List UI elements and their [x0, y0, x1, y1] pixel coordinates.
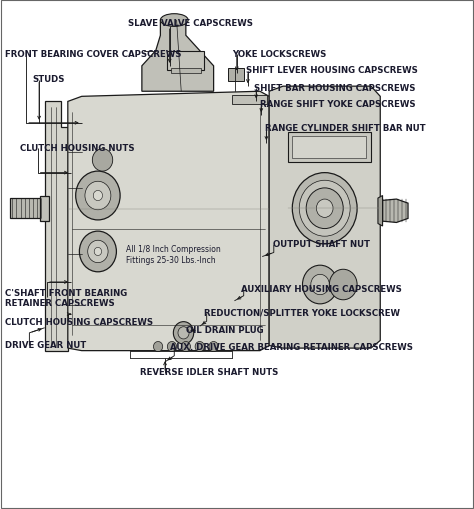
Circle shape [167, 342, 177, 352]
Circle shape [93, 191, 102, 201]
Text: CLUTCH HOUSING CAPSCREWS: CLUTCH HOUSING CAPSCREWS [5, 318, 154, 326]
Text: RANGE CYLINDER SHIFT BAR NUT: RANGE CYLINDER SHIFT BAR NUT [264, 124, 425, 133]
Polygon shape [68, 92, 269, 351]
Text: YOKE LOCKSCREWS: YOKE LOCKSCREWS [232, 49, 327, 59]
Text: OIL DRAIN PLUG: OIL DRAIN PLUG [186, 325, 264, 334]
Text: FRONT BEARING COVER CAPSCREWS: FRONT BEARING COVER CAPSCREWS [5, 49, 182, 59]
Polygon shape [142, 21, 214, 92]
Circle shape [178, 327, 189, 340]
Text: SHIFT BAR HOUSING CAPSCREWS: SHIFT BAR HOUSING CAPSCREWS [255, 83, 416, 93]
Circle shape [311, 275, 329, 295]
Bar [167, 51, 204, 71]
Circle shape [292, 173, 357, 244]
Polygon shape [378, 196, 383, 227]
Text: RANGE SHIFT YOKE CAPSCREWS: RANGE SHIFT YOKE CAPSCREWS [260, 100, 416, 109]
Bar [232, 96, 267, 105]
Circle shape [173, 322, 194, 345]
Text: SHIFT LEVER HOUSING CAPSCREWS: SHIFT LEVER HOUSING CAPSCREWS [246, 66, 418, 75]
Circle shape [92, 150, 113, 172]
Text: C'SHAFT FRONT BEARING
RETAINER CAPSCREWS: C'SHAFT FRONT BEARING RETAINER CAPSCREWS [5, 288, 128, 307]
Circle shape [76, 172, 120, 220]
Circle shape [209, 342, 218, 352]
Circle shape [329, 270, 357, 300]
Polygon shape [380, 200, 408, 223]
Text: OUTPUT SHAFT NUT: OUTPUT SHAFT NUT [273, 240, 370, 249]
Text: SLAVE VALVE CAPSCREWS: SLAVE VALVE CAPSCREWS [128, 19, 253, 28]
Circle shape [85, 182, 111, 210]
Circle shape [79, 232, 117, 272]
Circle shape [306, 188, 343, 229]
Bar [292, 137, 366, 159]
Text: CLUTCH HOUSING NUTS: CLUTCH HOUSING NUTS [20, 144, 135, 152]
Circle shape [316, 200, 333, 218]
Bar [228, 69, 244, 82]
Text: REVERSE IDLER SHAFT NUTS: REVERSE IDLER SHAFT NUTS [139, 368, 278, 377]
Circle shape [302, 266, 337, 304]
Circle shape [181, 342, 191, 352]
Text: AUX. DRIVE GEAR BEARING RETAINER CAPSCREWS: AUX. DRIVE GEAR BEARING RETAINER CAPSCRE… [170, 343, 413, 351]
Circle shape [88, 241, 108, 263]
Ellipse shape [160, 15, 188, 27]
Text: AUXILIARY HOUSING CAPSCREWS: AUXILIARY HOUSING CAPSCREWS [241, 285, 402, 294]
Circle shape [154, 342, 163, 352]
Circle shape [195, 342, 204, 352]
Text: DRIVE GEAR NUT: DRIVE GEAR NUT [5, 341, 87, 349]
Text: All 1/8 Inch Compression
Fittings 25-30 Lbs.-Inch: All 1/8 Inch Compression Fittings 25-30 … [126, 245, 220, 264]
Circle shape [94, 248, 101, 256]
Text: STUDS: STUDS [32, 75, 64, 84]
Bar [288, 133, 371, 163]
Text: REDUCTION/SPLITTER YOKE LOCKSCREW: REDUCTION/SPLITTER YOKE LOCKSCREW [204, 308, 401, 318]
Bar [114, 241, 188, 261]
Polygon shape [10, 199, 45, 219]
Polygon shape [269, 87, 380, 348]
Bar [40, 196, 49, 221]
Circle shape [299, 181, 350, 237]
Bar [171, 69, 201, 74]
Polygon shape [45, 102, 68, 351]
